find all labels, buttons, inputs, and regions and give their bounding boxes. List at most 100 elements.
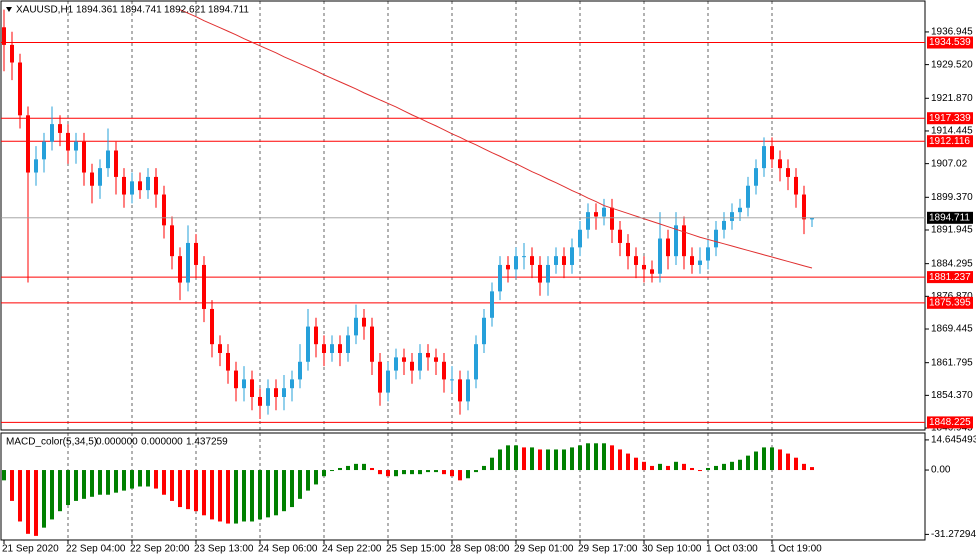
macd-bar (706, 467, 710, 471)
macd-bar (554, 449, 558, 471)
macd-bar (18, 470, 22, 522)
candle-body (626, 242, 630, 257)
x-tick-label: 1 Oct 19:00 (770, 544, 822, 555)
candle-body (178, 256, 182, 283)
candle-body (250, 379, 254, 397)
macd-bar (210, 470, 214, 520)
y-tick-label: 1929.520 (931, 59, 973, 70)
macd-bar (394, 470, 398, 477)
macd-bar (2, 470, 6, 481)
macd-bar (386, 470, 390, 477)
candle-body (714, 229, 718, 248)
macd-bar (90, 470, 94, 497)
level-label-bg (927, 416, 973, 429)
candle-body (554, 256, 558, 265)
candle-body (18, 62, 22, 116)
candle-body (770, 146, 774, 160)
macd-bar (234, 470, 238, 524)
candle-body (194, 242, 198, 265)
candle-body (306, 326, 310, 362)
macd-bar (10, 470, 14, 501)
candle-body (130, 181, 134, 195)
macd-bar (442, 470, 446, 475)
macd-bar (538, 449, 542, 471)
level-label: 1848.225 (929, 417, 971, 428)
macd-bar (642, 461, 646, 471)
macd-bar (586, 443, 590, 471)
x-tick-label: 29 Sep 17:00 (578, 544, 638, 555)
level-label: 1912.116 (929, 136, 970, 147)
macd-bar (194, 470, 198, 512)
macd-main: 0.000000 (96, 437, 138, 448)
x-tick-label: 28 Sep 08:00 (450, 544, 510, 555)
candle-body (658, 238, 662, 274)
candle-body (586, 212, 590, 230)
macd-bar (402, 470, 406, 475)
candle-body (314, 326, 318, 345)
macd-bar (290, 470, 294, 508)
candle-body (274, 388, 278, 397)
macd-bar (698, 470, 702, 472)
candle-body (634, 256, 638, 265)
macd-bar (802, 463, 806, 471)
macd-bar (298, 470, 302, 499)
candle-body (386, 370, 390, 393)
macd-bar (58, 470, 62, 512)
candle-body (202, 264, 206, 309)
x-tick-label: 21 Sep 2020 (2, 544, 59, 555)
candle-body (426, 352, 430, 358)
candle-body (218, 344, 222, 353)
macd-bar (738, 459, 742, 471)
macd-bar (146, 470, 150, 487)
candle-body (602, 207, 606, 217)
macd-bar (242, 470, 246, 522)
candle-body (186, 242, 190, 283)
macd-bar (746, 455, 750, 471)
x-tick-label: 1 Oct 03:00 (706, 544, 758, 555)
macd-bar (754, 451, 758, 471)
candle-body (226, 352, 230, 371)
macd-bar (626, 453, 630, 471)
macd-bar (482, 465, 486, 471)
candle-body (706, 247, 710, 261)
candle-body (698, 260, 702, 265)
candle-body (234, 370, 238, 389)
candle-body (538, 264, 542, 283)
candle-body (98, 168, 102, 186)
macd-bar (426, 470, 430, 473)
candle-body (482, 317, 486, 345)
macd-bar (474, 470, 478, 473)
main-header: XAUUSD,H1 1894.361 1894.741 1892.621 189… (6, 5, 249, 16)
candle-body (418, 352, 422, 371)
x-tick-label: 24 Sep 22:00 (322, 544, 382, 555)
candle-body (562, 256, 566, 265)
macd-bar (610, 445, 614, 471)
macd-bar (106, 470, 110, 495)
macd-bar (410, 470, 414, 475)
candle-body (778, 159, 782, 169)
macd-bar (490, 457, 494, 471)
macd-bar (570, 447, 574, 471)
candle-body (522, 256, 526, 258)
candle-body (42, 141, 46, 160)
macd-bar (26, 470, 30, 534)
macd-bar (378, 470, 382, 475)
macd-bar (618, 449, 622, 471)
macd-bar (786, 453, 790, 471)
candle-body (578, 229, 582, 248)
macd-bar (306, 470, 310, 491)
macd-title: MACD_color(5,34,5) (6, 437, 97, 448)
macd-bar (650, 465, 654, 471)
macd-bar (762, 447, 766, 471)
level-label-bg (927, 112, 973, 125)
candle-body (474, 344, 478, 380)
candle-body (666, 238, 670, 257)
candle-body (114, 150, 118, 177)
level-label: 1875.395 (929, 297, 971, 308)
y-tick-label: 1921.870 (931, 93, 973, 104)
macd-bar (658, 463, 662, 471)
candle-body (498, 264, 502, 292)
high-value: 1894.741 (120, 5, 162, 16)
candle-body (26, 115, 30, 173)
